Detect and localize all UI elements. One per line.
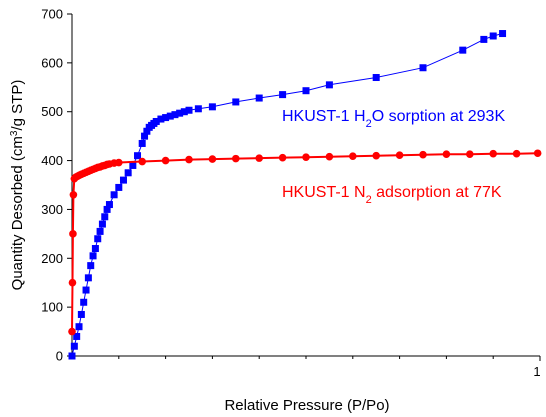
data-point (73, 332, 81, 340)
y-tick-label: 400 (41, 153, 63, 168)
y-ticks: 0 100 200 300 400 500 600 700 (41, 7, 72, 364)
data-point (69, 230, 77, 238)
y-tick-label: 0 (56, 349, 63, 364)
data-point (325, 81, 333, 89)
data-point (489, 149, 498, 158)
data-point (372, 74, 380, 82)
data-point (232, 154, 240, 163)
data-point (395, 151, 404, 159)
data-point (466, 150, 474, 159)
n2-label-main: HKUST-1 N (282, 184, 366, 201)
h2o-series-label: HKUST-1 H2O sorption at 293K (282, 108, 505, 130)
data-point (91, 245, 99, 253)
data-point (372, 151, 381, 160)
data-point (77, 310, 85, 318)
data-point (70, 342, 78, 350)
data-point (180, 108, 188, 116)
data-point (134, 152, 142, 160)
y-tick-label: 500 (41, 104, 63, 119)
data-point (115, 183, 123, 191)
data-point (98, 220, 106, 228)
y-tick-label: 200 (41, 251, 63, 266)
data-point (185, 155, 193, 164)
x-tick-label: 1 (533, 364, 540, 379)
data-point (138, 139, 146, 147)
data-point (499, 30, 507, 38)
y-axis-title-main: Quantity Desorbed (cm (9, 136, 26, 290)
x-axis-title: Relative Pressure (P/Po) (224, 397, 389, 414)
data-point (171, 111, 179, 119)
data-point (157, 115, 165, 123)
data-point (533, 149, 542, 158)
data-point (185, 106, 193, 114)
data-point (512, 149, 521, 158)
y-axis-title: Quantity Desorbed (cm3/g STP) (9, 80, 27, 291)
data-point (166, 112, 174, 120)
data-point (255, 94, 263, 102)
data-point (101, 213, 109, 221)
x-ticks: 1 (118, 356, 541, 379)
y-tick-label: 700 (41, 7, 63, 22)
data-point (105, 201, 113, 209)
data-point (68, 352, 76, 360)
data-point (115, 158, 123, 167)
data-point (82, 286, 90, 294)
n2-series-label: HKUST-1 N2 adsorption at 77K (282, 184, 502, 206)
data-point (138, 157, 146, 166)
data-point (87, 262, 95, 270)
data-point (278, 153, 287, 162)
data-point (489, 32, 497, 40)
data-point (302, 87, 310, 95)
data-point (119, 176, 127, 184)
y-tick-label: 100 (41, 300, 63, 315)
data-point (69, 190, 78, 199)
data-point (419, 64, 427, 72)
data-point (349, 152, 357, 160)
data-point (94, 235, 102, 243)
data-point (141, 132, 149, 140)
data-point (279, 91, 287, 99)
data-point (208, 155, 217, 163)
data-point (124, 169, 132, 177)
series-1 (68, 149, 542, 336)
data-point (325, 152, 334, 161)
data-point (103, 205, 111, 213)
data-point (176, 109, 184, 117)
data-point (110, 191, 118, 199)
data-point (302, 153, 310, 161)
data-point (89, 252, 97, 260)
data-point (419, 150, 427, 159)
data-point (84, 274, 92, 282)
y-axis-title-rest: /g STP) (9, 80, 26, 131)
h2o-label-sub: 2 (366, 118, 372, 130)
data-point (480, 35, 488, 43)
data-point (442, 150, 451, 159)
h2o-label-main: HKUST-1 H (282, 108, 366, 125)
data-point (143, 127, 151, 135)
series-line (71, 152, 538, 332)
data-point (80, 298, 88, 306)
data-point (255, 154, 263, 162)
y-tick-label: 600 (41, 55, 63, 70)
data-point (194, 105, 202, 113)
data-point (152, 117, 160, 125)
data-point (459, 46, 467, 54)
data-point (96, 227, 104, 235)
data-point (232, 98, 240, 106)
data-point (129, 161, 137, 169)
h2o-label-rest: O sorption at 293K (372, 108, 506, 125)
y-tick-label: 300 (41, 202, 63, 217)
n2-label-rest: adsorption at 77K (372, 184, 502, 201)
data-point (68, 327, 76, 336)
data-point (162, 114, 170, 122)
data-point (75, 323, 83, 331)
series-layer (68, 30, 542, 360)
data-point (161, 156, 170, 165)
y-axis-title-sup: 3 (9, 130, 20, 136)
n2-label-sub: 2 (366, 194, 372, 206)
data-point (68, 278, 77, 287)
data-point (208, 103, 216, 111)
series-0 (68, 30, 507, 360)
